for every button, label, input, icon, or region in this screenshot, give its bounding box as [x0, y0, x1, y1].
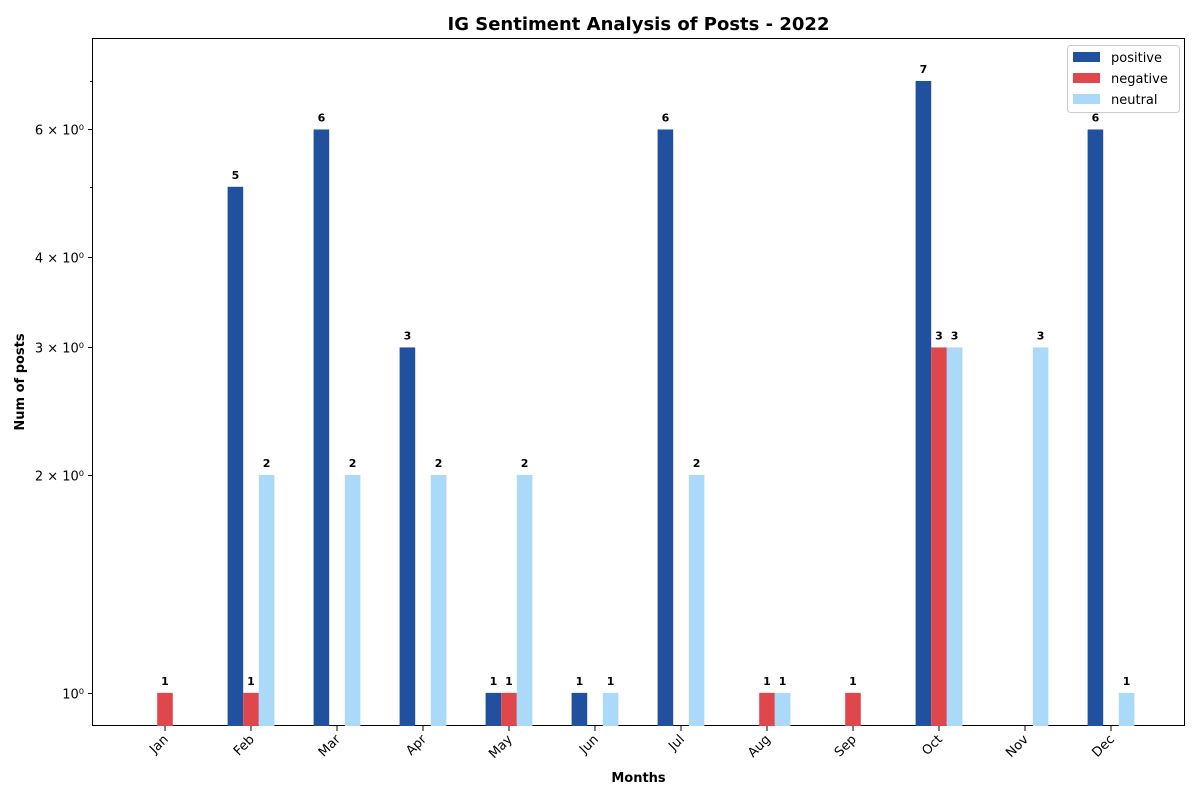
- data-label-neutral-aug: 1: [779, 675, 787, 688]
- bar-negative-oct: [931, 347, 947, 726]
- bar-positive-jul: [657, 129, 674, 726]
- data-label-positive-mar: 6: [318, 111, 326, 124]
- bar-neutral-feb: [258, 474, 275, 726]
- x-axis-label: Months: [611, 771, 666, 786]
- bar-positive-dec: [1087, 129, 1104, 726]
- legend-label-positive: positive: [1111, 51, 1162, 66]
- data-label-neutral-apr: 2: [435, 457, 443, 470]
- bar-negative-feb: [243, 692, 259, 726]
- y-axis-label: Num of posts: [13, 333, 28, 431]
- x-tick-label-may: May: [486, 732, 516, 762]
- data-label-negative-oct: 3: [935, 329, 943, 342]
- x-tick-label-jul: Jul: [665, 732, 687, 754]
- bar-negative-aug: [759, 692, 775, 726]
- bar-neutral-jun: [602, 692, 619, 726]
- x-tick-label-mar: Mar: [316, 732, 344, 760]
- x-tick-label-dec: Dec: [1089, 732, 1117, 760]
- bar-neutral-may: [516, 474, 533, 726]
- legend-swatch-positive: [1073, 52, 1100, 62]
- bar-positive-may: [485, 692, 502, 726]
- legend-label-neutral: neutral: [1111, 93, 1158, 108]
- x-tick-label-oct: Oct: [919, 732, 946, 759]
- bar-neutral-oct: [946, 347, 963, 726]
- bar-positive-oct: [915, 80, 932, 727]
- data-label-negative-may: 1: [505, 675, 513, 688]
- data-label-neutral-jul: 2: [693, 457, 701, 470]
- data-label-positive-may: 1: [490, 675, 498, 688]
- data-label-neutral-mar: 2: [349, 457, 357, 470]
- legend: positive negative neutral: [1067, 45, 1180, 113]
- legend-swatch-negative: [1073, 73, 1100, 83]
- bar-negative-may: [501, 692, 517, 726]
- y-axis: 10⁰ 2 × 10⁰ 3 × 10⁰ 4 × 10⁰ 6 × 10⁰: [35, 81, 93, 703]
- bars-layer: [157, 80, 1135, 727]
- x-tick-label-aug: Aug: [745, 732, 774, 761]
- data-label-positive-dec: 6: [1092, 111, 1100, 124]
- x-tick-label-jan: Jan: [146, 732, 171, 757]
- data-label-neutral-may: 2: [521, 457, 529, 470]
- bar-positive-feb: [227, 186, 244, 727]
- data-label-neutral-feb: 2: [263, 457, 271, 470]
- data-label-positive-jul: 6: [662, 111, 670, 124]
- data-label-negative-feb: 1: [247, 675, 255, 688]
- x-tick-label-nov: Nov: [1003, 732, 1032, 761]
- data-label-positive-jun: 1: [576, 675, 584, 688]
- x-tick-label-apr: Apr: [403, 732, 430, 759]
- plot-frame: [92, 38, 1185, 726]
- bar-negative-sep: [845, 692, 861, 726]
- x-axis: Jan Feb Mar Apr May Jun Jul Aug Sep Oct Nov Dec: [146, 726, 1118, 762]
- chart-title: IG Sentiment Analysis of Posts - 2022: [448, 14, 830, 35]
- bar-positive-jun: [571, 692, 588, 726]
- data-label-neutral-oct: 3: [951, 329, 959, 342]
- data-label-negative-sep: 1: [849, 675, 857, 688]
- data-label-positive-feb: 5: [232, 169, 240, 182]
- bar-negative-jan: [157, 692, 173, 726]
- legend-swatch-neutral: [1073, 94, 1100, 104]
- data-label-neutral-jun: 1: [607, 675, 615, 688]
- data-label-neutral-dec: 1: [1123, 675, 1131, 688]
- x-tick-label-jun: Jun: [576, 732, 602, 758]
- y-tick-label: 10⁰: [62, 688, 84, 703]
- bar-neutral-nov: [1032, 347, 1049, 726]
- y-tick-label: 6 × 10⁰: [35, 124, 84, 139]
- data-label-negative-jan: 1: [161, 675, 169, 688]
- bar-neutral-apr: [430, 474, 447, 726]
- y-tick-label: 3 × 10⁰: [35, 342, 84, 357]
- bar-positive-mar: [313, 129, 330, 726]
- y-tick-label: 2 × 10⁰: [35, 470, 84, 485]
- y-tick-label: 4 × 10⁰: [35, 252, 84, 267]
- bar-neutral-dec: [1118, 692, 1135, 726]
- x-tick-label-feb: Feb: [231, 732, 258, 759]
- legend-label-negative: negative: [1111, 72, 1168, 87]
- data-label-positive-apr: 3: [404, 329, 412, 342]
- data-label-positive-oct: 7: [920, 63, 928, 76]
- bar-neutral-mar: [344, 474, 361, 726]
- bar-positive-apr: [399, 347, 416, 726]
- x-tick-label-sep: Sep: [832, 732, 860, 760]
- data-label-negative-aug: 1: [763, 675, 771, 688]
- bar-neutral-aug: [774, 692, 791, 726]
- bar-neutral-jul: [688, 474, 705, 726]
- data-label-neutral-nov: 3: [1037, 329, 1045, 342]
